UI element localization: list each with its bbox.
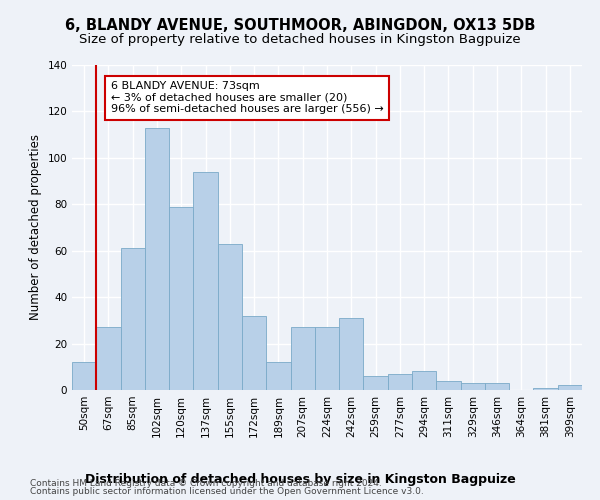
Bar: [169, 206, 193, 390]
Bar: [145, 128, 169, 390]
Bar: [218, 244, 242, 390]
Bar: [290, 328, 315, 390]
Text: Contains public sector information licensed under the Open Government Licence v3: Contains public sector information licen…: [30, 487, 424, 496]
Bar: [364, 376, 388, 390]
Text: Size of property relative to detached houses in Kingston Bagpuize: Size of property relative to detached ho…: [79, 32, 521, 46]
Bar: [485, 383, 509, 390]
Bar: [96, 328, 121, 390]
Bar: [121, 248, 145, 390]
Bar: [388, 374, 412, 390]
Bar: [533, 388, 558, 390]
Bar: [72, 362, 96, 390]
Bar: [412, 372, 436, 390]
Bar: [339, 318, 364, 390]
Bar: [266, 362, 290, 390]
Bar: [461, 383, 485, 390]
Text: 6 BLANDY AVENUE: 73sqm
← 3% of detached houses are smaller (20)
96% of semi-deta: 6 BLANDY AVENUE: 73sqm ← 3% of detached …: [111, 82, 383, 114]
Bar: [436, 380, 461, 390]
Bar: [242, 316, 266, 390]
Bar: [193, 172, 218, 390]
Bar: [558, 386, 582, 390]
Y-axis label: Number of detached properties: Number of detached properties: [29, 134, 42, 320]
Text: Distribution of detached houses by size in Kingston Bagpuize: Distribution of detached houses by size …: [85, 472, 515, 486]
Text: 6, BLANDY AVENUE, SOUTHMOOR, ABINGDON, OX13 5DB: 6, BLANDY AVENUE, SOUTHMOOR, ABINGDON, O…: [65, 18, 535, 32]
Bar: [315, 328, 339, 390]
Text: Contains HM Land Registry data © Crown copyright and database right 2024.: Contains HM Land Registry data © Crown c…: [30, 478, 382, 488]
